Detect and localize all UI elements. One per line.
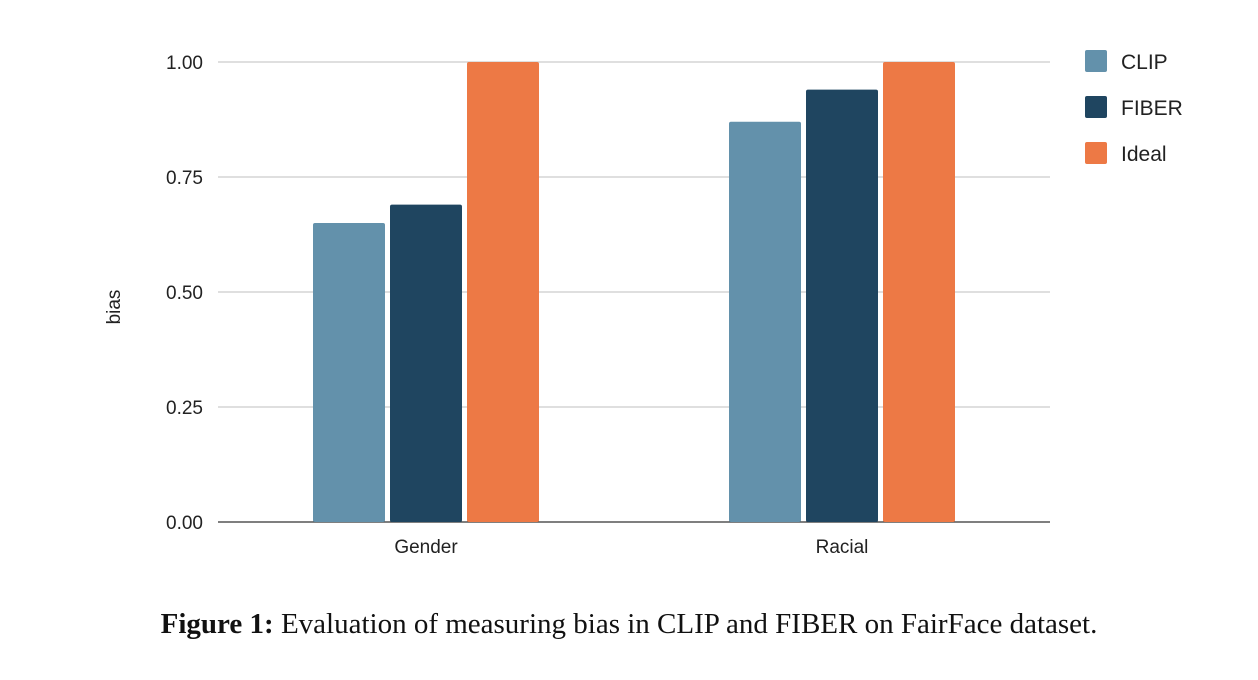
y-axis-ticks: 0.00 0.25 0.50 0.75 1.00 [166, 53, 203, 534]
bar-fiber-racial [806, 89, 878, 522]
bar-ideal-gender [467, 62, 539, 522]
x-tick-label: Gender [394, 537, 458, 558]
legend-label: FIBER [1121, 97, 1183, 120]
figure-caption-text: Evaluation of measuring bias in CLIP and… [280, 608, 1098, 640]
y-axis-title: bias [104, 290, 125, 325]
bar-clip-gender [313, 223, 385, 522]
legend: CLIP FIBER Ideal [1085, 50, 1183, 166]
legend-swatch [1085, 142, 1107, 164]
bar-fiber-gender [390, 204, 462, 522]
figure-caption-label: Figure 1: [160, 608, 274, 640]
legend-swatch [1085, 50, 1107, 72]
y-tick-label: 0.50 [166, 283, 203, 304]
bars [313, 62, 955, 523]
bar-clip-racial [729, 121, 801, 523]
legend-label: CLIP [1121, 51, 1168, 74]
y-tick-label: 0.00 [166, 513, 203, 534]
bar-ideal-racial [883, 62, 955, 522]
figure-caption: Figure 1: Evaluation of measuring bias i… [0, 608, 1258, 641]
legend-label: Ideal [1121, 143, 1167, 166]
y-tick-label: 0.75 [166, 168, 203, 189]
bias-bar-chart: 0.00 0.25 0.50 0.75 1.00 Gender Racial bias C… [104, 50, 1183, 558]
x-axis-ticks: Gender Racial [394, 537, 868, 558]
y-tick-label: 1.00 [166, 53, 203, 74]
x-tick-label: Racial [816, 537, 869, 558]
y-tick-label: 0.25 [166, 398, 203, 419]
legend-swatch [1085, 96, 1107, 118]
